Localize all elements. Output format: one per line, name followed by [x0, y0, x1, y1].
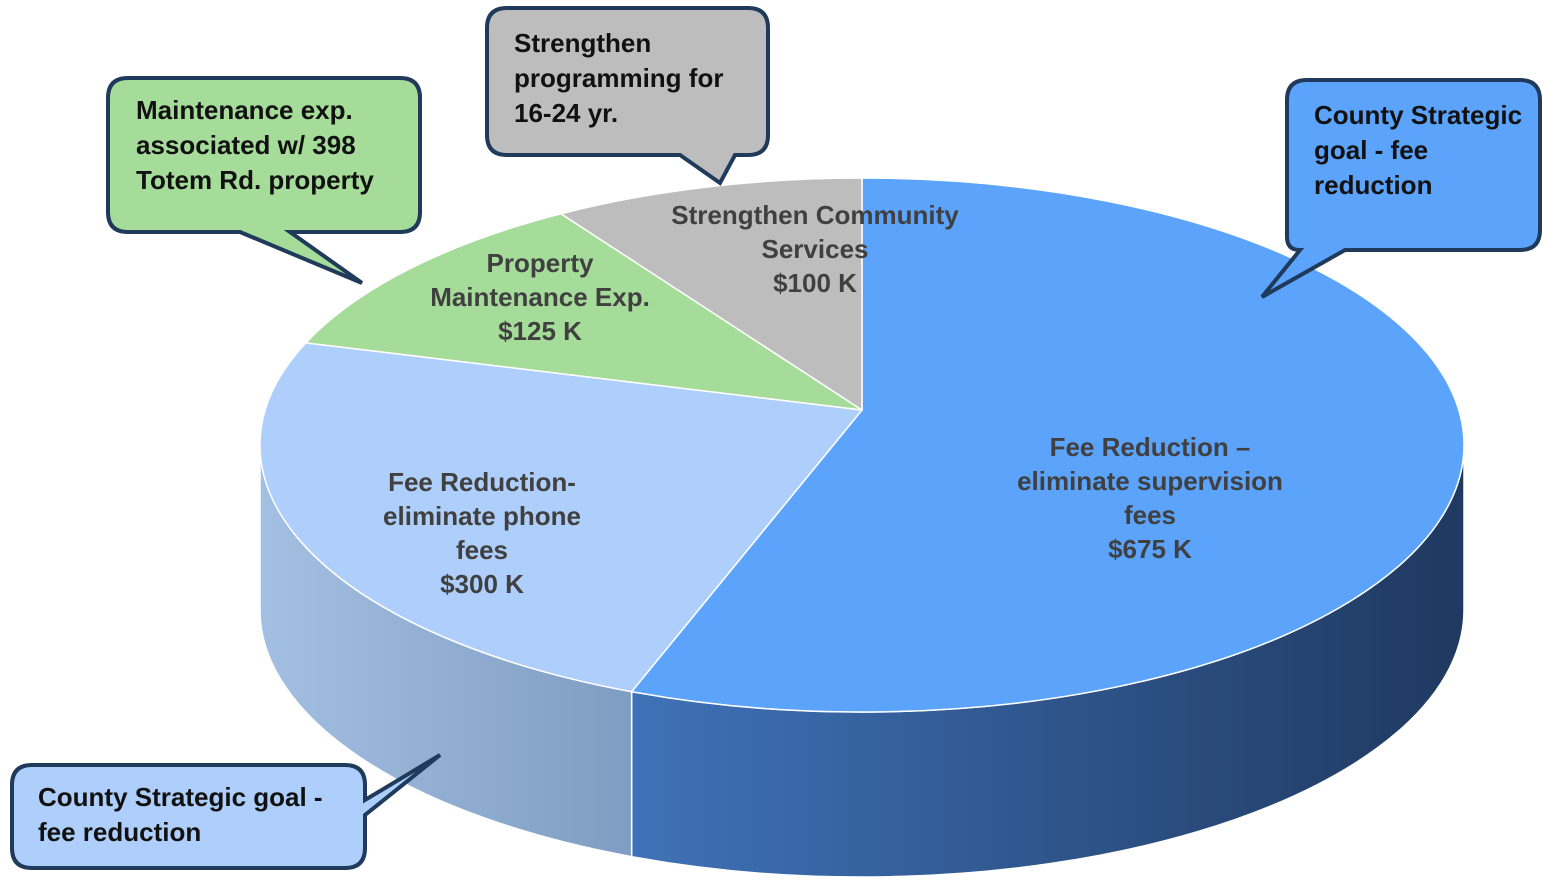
- slice-value: $675 K: [1108, 534, 1192, 564]
- slice-category: Fee Reduction- eliminate phone fees: [383, 467, 581, 565]
- pie-slice: [559, 177, 863, 412]
- callout-text: County Strategic goal - fee reduction: [38, 782, 323, 847]
- callout-text: Strengthen programming for 16-24 yr.: [514, 28, 724, 128]
- slice-label: Fee Reduction – eliminate supervision fe…: [1015, 430, 1285, 566]
- callout-shape: [1260, 78, 1542, 299]
- slice-value: $300 K: [440, 569, 524, 599]
- pie: [259, 177, 1465, 878]
- slice-category: Strengthen Community Services: [671, 200, 959, 264]
- callout-shape: [485, 6, 770, 186]
- pie-slice: [630, 177, 1465, 713]
- callout-text: Maintenance exp. associated w/ 398 Totem…: [136, 95, 374, 195]
- callout-shape: [10, 753, 442, 870]
- slice-value: $125 K: [498, 316, 582, 346]
- callout-shape: [106, 76, 422, 285]
- slice-label: Fee Reduction- eliminate phone fees $300 …: [362, 465, 602, 601]
- slice-category: Fee Reduction – eliminate supervision fe…: [1017, 432, 1283, 530]
- pie-slice: [259, 342, 864, 693]
- slice-label: Property Maintenance Exp. $125 K: [405, 246, 675, 348]
- slice-value: $100 K: [773, 268, 857, 298]
- callout-text: County Strategic goal - fee reduction: [1314, 100, 1523, 200]
- slice-label: Strengthen Community Services $100 K: [645, 198, 985, 300]
- slice-category: Property Maintenance Exp.: [430, 248, 650, 312]
- pie-slice: [304, 212, 863, 411]
